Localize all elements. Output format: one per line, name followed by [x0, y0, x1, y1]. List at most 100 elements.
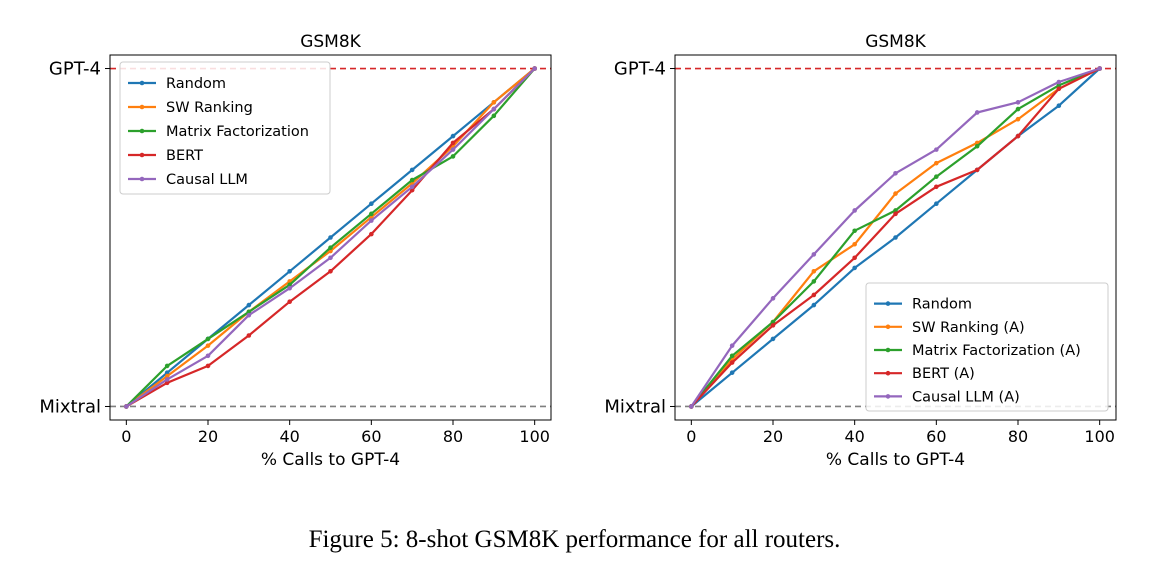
- data-point: [205, 343, 211, 348]
- x-tick-label: 40: [844, 427, 864, 446]
- data-point: [491, 113, 497, 119]
- data-point: [409, 167, 415, 173]
- legend-entry-label: Causal LLM: [166, 172, 248, 188]
- x-tick-label: 40: [279, 427, 299, 446]
- data-point: [1015, 133, 1021, 139]
- data-point: [409, 177, 415, 183]
- data-point: [893, 191, 898, 196]
- data-point: [328, 245, 333, 250]
- legend-entry-label: Random: [166, 76, 226, 92]
- data-point: [770, 296, 776, 301]
- legend: Random SW Ranking Matrix Factorization BERT…: [119, 61, 331, 195]
- data-point: [369, 231, 374, 237]
- data-point: [205, 336, 211, 342]
- x-tick-label: 0: [121, 427, 131, 446]
- data-point: [205, 363, 211, 369]
- data-point: [124, 404, 129, 409]
- data-point: [328, 235, 333, 240]
- x-tick-label: 80: [1008, 427, 1028, 446]
- data-point: [164, 377, 170, 382]
- legend-entry-label: BERT (A): [912, 366, 975, 382]
- data-point: [974, 143, 980, 149]
- data-point: [246, 309, 252, 315]
- data-point: [287, 299, 292, 305]
- data-point: [246, 312, 252, 318]
- data-point: [1015, 116, 1021, 122]
- data-point: [450, 140, 456, 146]
- data-point: [893, 170, 898, 176]
- data-point: [974, 110, 980, 115]
- legend-swatch-marker: [139, 104, 145, 110]
- data-point: [974, 167, 980, 173]
- data-point: [729, 360, 735, 365]
- data-point: [328, 255, 333, 261]
- figure-caption: Figure 5: 8-shot GSM8K performance for a…: [308, 526, 841, 553]
- data-point: [934, 160, 939, 166]
- data-point: [1056, 83, 1062, 88]
- data-point: [729, 353, 735, 359]
- data-point: [811, 302, 817, 308]
- x-tick-label: 60: [926, 427, 946, 446]
- legend: Random SW Ranking (A) Matrix Factorization…: [865, 282, 1109, 412]
- data-point: [450, 147, 456, 152]
- legend-swatch-marker: [885, 394, 891, 399]
- data-point: [246, 333, 252, 338]
- data-point: [852, 241, 857, 247]
- legend-entry-label: Matrix Factorization: [166, 124, 309, 140]
- data-point: [287, 268, 292, 274]
- legend-entry-label: SW Ranking (A): [912, 320, 1025, 336]
- data-point: [1015, 100, 1021, 105]
- y-tick-label: GPT-4: [614, 59, 666, 80]
- data-point: [770, 323, 776, 328]
- legend-swatch-marker: [139, 128, 145, 134]
- data-point: [689, 404, 694, 409]
- x-tick-label: 80: [443, 427, 463, 446]
- data-point: [934, 174, 939, 179]
- data-point: [1097, 66, 1102, 71]
- legend-entry-label: Random: [912, 297, 972, 313]
- x-tick-label: 20: [198, 427, 218, 446]
- y-tick-label: GPT-4: [49, 59, 101, 80]
- data-point: [164, 363, 170, 369]
- legend-swatch-marker: [885, 324, 891, 330]
- data-point: [770, 336, 776, 342]
- data-point: [450, 133, 456, 139]
- x-tick-label: 60: [361, 427, 381, 446]
- data-point: [811, 292, 817, 298]
- data-point: [729, 343, 735, 348]
- data-point: [450, 154, 456, 159]
- data-point: [852, 208, 857, 213]
- figure-canvas: GSM8K 0 20 40 60 80 100 Mixtral GPT-4 % Calls to …: [39, 32, 1117, 470]
- data-point: [770, 319, 776, 325]
- data-point: [852, 265, 857, 271]
- data-point: [532, 66, 537, 71]
- legend-box: [865, 282, 1109, 412]
- plot-frame: [109, 54, 552, 421]
- data-point: [1056, 79, 1062, 85]
- left-chart-panel: GSM8K 0 20 40 60 80 100 Mixtral GPT-4 % Calls to …: [39, 32, 552, 470]
- y-tick-label: Mixtral: [39, 396, 101, 417]
- legend-swatch-marker: [139, 80, 145, 86]
- data-point: [934, 147, 939, 152]
- data-point: [491, 106, 497, 112]
- data-point: [934, 184, 939, 190]
- data-point: [287, 282, 292, 288]
- chart-title: GSM8K: [865, 32, 926, 52]
- legend-entry-label: Causal LLM (A): [912, 389, 1020, 405]
- data-point: [409, 184, 415, 190]
- data-point: [1056, 86, 1062, 92]
- data-point: [369, 218, 374, 223]
- plot-frame: [674, 54, 1117, 421]
- legend-swatch-marker: [885, 301, 891, 306]
- data-point: [246, 302, 252, 308]
- legend-swatch-marker: [885, 347, 891, 353]
- data-point: [491, 100, 497, 105]
- data-point: [893, 235, 898, 240]
- data-point: [811, 252, 817, 257]
- legend-entry-label: Matrix Factorization (A): [912, 343, 1081, 359]
- data-point: [852, 255, 857, 261]
- data-point: [893, 208, 898, 213]
- legend-box: [119, 61, 331, 195]
- legend-swatch-marker: [885, 370, 891, 376]
- data-point: [369, 211, 374, 217]
